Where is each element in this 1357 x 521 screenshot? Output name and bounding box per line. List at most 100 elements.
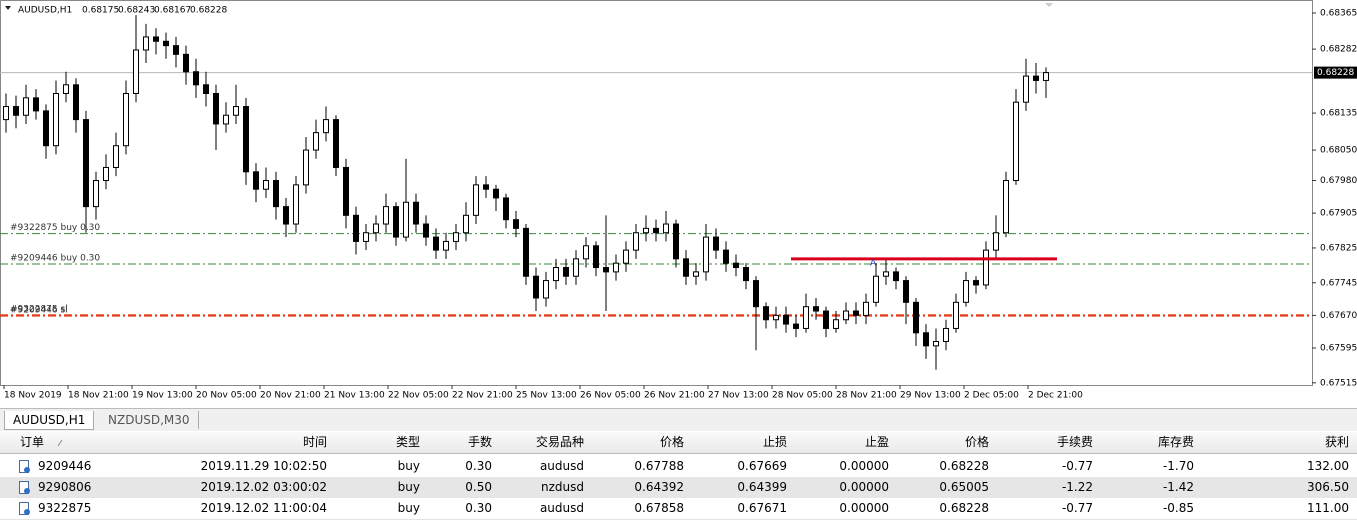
candle-body [483, 184, 489, 190]
table-cell: buy [397, 459, 420, 473]
candle-body [633, 232, 639, 251]
candle-body [323, 119, 329, 134]
candle-body [953, 301, 959, 329]
candle-body [723, 249, 729, 264]
candle-body [303, 149, 309, 186]
x-tick-label: 27 Nov 13:00 [708, 391, 769, 401]
candle-body [763, 306, 769, 321]
table-cell: -1.70 [1162, 459, 1194, 473]
candle-body [663, 223, 669, 234]
plot-frame [0, 0, 1313, 386]
header-cell: 止损 [762, 435, 787, 449]
header-cell: 价格 [659, 435, 684, 449]
table-cell: 0.67858 [634, 501, 684, 515]
table-cell: 0.00000 [839, 459, 889, 473]
candle-body [653, 227, 659, 234]
table-cell: 2019.11.29 10:02:50 [200, 459, 327, 473]
candle-body [823, 310, 829, 329]
table-cell: 2019.12.02 11:00:04 [200, 501, 327, 515]
x-tick-label: 20 Nov 21:00 [260, 391, 321, 401]
table-cell: 0.30 [465, 459, 492, 473]
chart-tab[interactable]: NZDUSD,M30 [100, 411, 199, 429]
x-tick-label: 26 Nov 21:00 [644, 391, 705, 401]
x-tick-label: 28 Nov 05:00 [772, 391, 833, 401]
menu-arrow[interactable] [5, 6, 11, 10]
candle-body [313, 132, 319, 151]
x-tick-label: 18 Nov 2019 [4, 391, 62, 401]
candle-body [243, 106, 249, 173]
order-icon [19, 502, 30, 515]
y-tick-label: 0.67595 [1320, 344, 1357, 354]
y-tick-label: 0.67515 [1320, 378, 1357, 388]
candle-body [373, 223, 379, 234]
candle-body [1013, 101, 1019, 182]
y-tick-label: 0.67825 [1320, 243, 1357, 253]
y-tick-label: 0.68050 [1320, 146, 1357, 156]
candle-body [103, 166, 109, 182]
order-row[interactable]: 9322875 2019.12.02 11:00:04 buy 0.30 audusd 0… [0, 498, 1357, 520]
candle-body [893, 271, 899, 282]
table-cell: 0.00000 [839, 501, 889, 515]
table-cell: -0.85 [1162, 501, 1194, 515]
candle-body [263, 180, 269, 190]
candle-body [283, 206, 289, 225]
order-icon [19, 481, 30, 494]
candle-body [83, 119, 89, 208]
candle-body [33, 97, 39, 112]
candle-body [333, 119, 339, 168]
candle-body [673, 223, 679, 260]
candle-body [1043, 72, 1049, 81]
candle-body [613, 262, 619, 273]
candle-body [933, 340, 939, 347]
candle-body [943, 327, 949, 342]
table-cell: 0.65005 [939, 480, 989, 494]
table-cell: -1.22 [1061, 480, 1093, 494]
order-level-label: #9209446 sl [10, 305, 68, 315]
y-tick-label: 0.68365 [1320, 9, 1357, 19]
header-cell: 订单 [20, 435, 45, 449]
x-tick-label: 22 Nov 21:00 [452, 391, 513, 401]
x-tick-label: 26 Nov 05:00 [580, 391, 641, 401]
table-header: 订单 时间 类型 手数 交易品种 价格 止损 止盈 价格 手续费 库存费 获利 [0, 432, 1357, 454]
candle-body [173, 45, 179, 55]
x-tick-label: 20 Nov 05:00 [196, 391, 257, 401]
chart-tab[interactable]: AUDUSD,H1 [4, 411, 95, 430]
candle-body [293, 184, 299, 225]
candle-body [903, 280, 909, 303]
order-row[interactable]: 9290806 2019.12.02 03:00:02 buy 0.50 nzdusd 0… [0, 477, 1357, 499]
candle-body [533, 275, 539, 299]
candle-body [223, 114, 229, 125]
annotation: A [870, 258, 877, 268]
candle-body [603, 267, 609, 273]
ohlc-value: 0.68167 [154, 6, 191, 16]
order-row[interactable]: 9209446 2019.11.29 10:02:50 buy 0.30 audusd 0… [0, 456, 1357, 478]
header-cell: 手数 [467, 435, 492, 449]
tab-bar: AUDUSD,H1 NZDUSD,M30 [0, 408, 1357, 431]
header-cell: 止盈 [864, 435, 889, 449]
x-tick-label: 28 Nov 21:00 [836, 391, 897, 401]
candle-body [623, 249, 629, 264]
table-cell: 111.00 [1307, 501, 1349, 515]
candle-body [853, 310, 859, 316]
table-cell: -0.77 [1061, 501, 1093, 515]
candle-body [693, 271, 699, 277]
candle-body [463, 214, 469, 234]
x-tick-label: 2 Dec 21:00 [1028, 391, 1083, 401]
candle-body [833, 319, 839, 329]
y-tick-label: 0.67745 [1320, 278, 1357, 288]
candle-body [523, 227, 529, 277]
candle-body [353, 214, 359, 242]
candle-body [123, 92, 129, 147]
header-cell: 时间 [302, 435, 327, 449]
candle-body [683, 258, 689, 277]
candle-body [983, 249, 989, 286]
x-tick-label: 18 Nov 21:00 [68, 391, 129, 401]
candle-body [543, 280, 549, 299]
table-cell: 0.00000 [839, 480, 889, 494]
chart-title: AUDUSD,H1 [18, 6, 72, 16]
table-cell: 9322875 [38, 501, 92, 515]
table-cell: audusd [539, 501, 584, 515]
candle-body [923, 332, 929, 347]
candle-body [403, 201, 409, 238]
